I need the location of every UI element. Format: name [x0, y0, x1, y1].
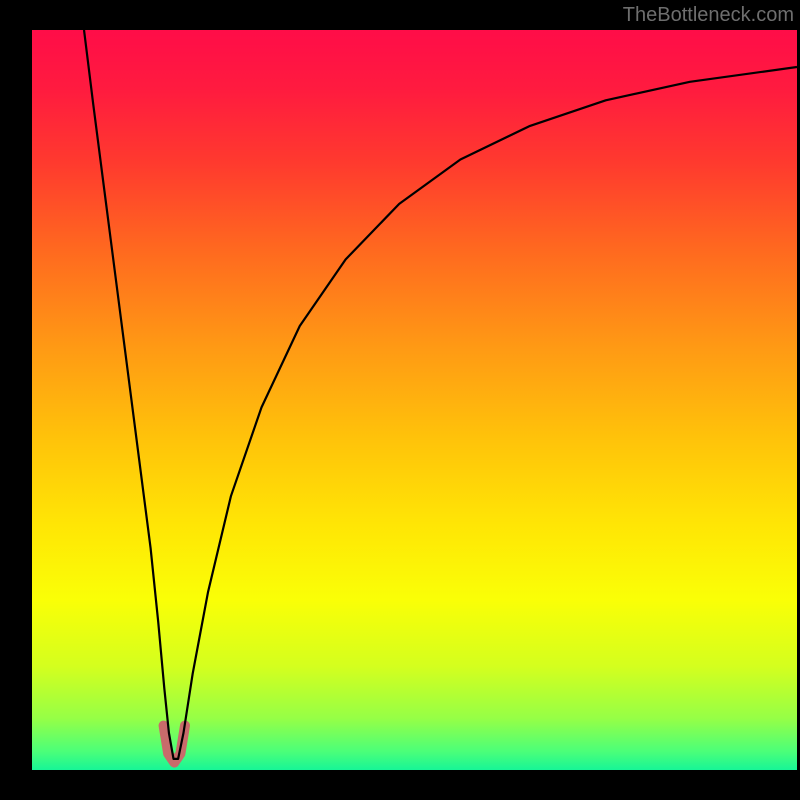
plot-area: [32, 30, 797, 770]
chart-container: TheBottleneck.com: [0, 0, 800, 800]
chart-svg: [32, 30, 797, 770]
watermark-text: TheBottleneck.com: [623, 4, 794, 27]
gradient-background: [32, 30, 797, 770]
